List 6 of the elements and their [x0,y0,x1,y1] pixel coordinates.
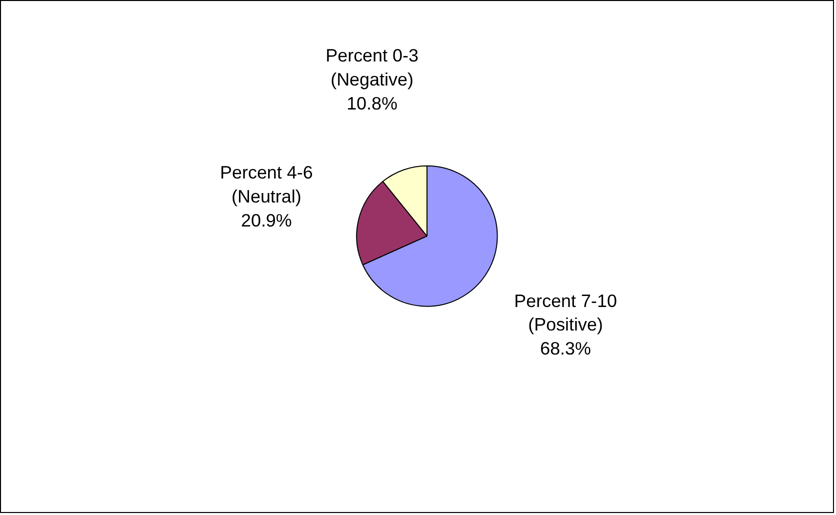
slice-label: Percent 7-10 (Positive) [514,290,617,335]
data-label: 68.3% [540,338,592,359]
data-label: 10.8% [346,93,398,114]
data-label: 20.9% [240,210,292,230]
slice-label: Percent 4-6 (Neutral) [220,162,313,207]
slice-label: Percent 0-3 (Negative) [326,46,418,90]
